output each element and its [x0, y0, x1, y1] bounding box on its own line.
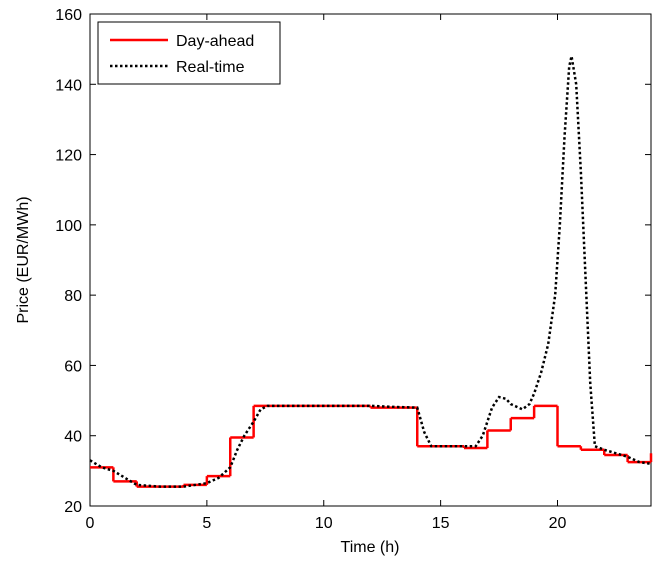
y-tick-label: 120 [55, 148, 82, 165]
legend-box [97, 21, 281, 85]
y-tick-label: 40 [64, 429, 82, 446]
x-tick-label: 20 [549, 515, 567, 532]
y-tick-label: 100 [55, 218, 82, 235]
legend-label: Real-time [176, 59, 245, 76]
x-tick-label: 5 [202, 515, 211, 532]
legend-label: Day-ahead [176, 33, 254, 50]
x-tick-label: 15 [432, 515, 450, 532]
y-tick-label: 140 [55, 77, 82, 94]
y-tick-label: 160 [55, 7, 82, 24]
y-tick-label: 20 [64, 499, 82, 516]
y-axis-label: Price (EUR/MWh) [15, 196, 32, 323]
x-tick-label: 10 [315, 515, 333, 532]
y-tick-label: 80 [64, 288, 82, 305]
y-tick-label: 60 [64, 358, 82, 375]
x-tick-label: 0 [86, 515, 95, 532]
x-axis-label: Time (h) [341, 539, 400, 556]
series-line [89, 55, 652, 488]
